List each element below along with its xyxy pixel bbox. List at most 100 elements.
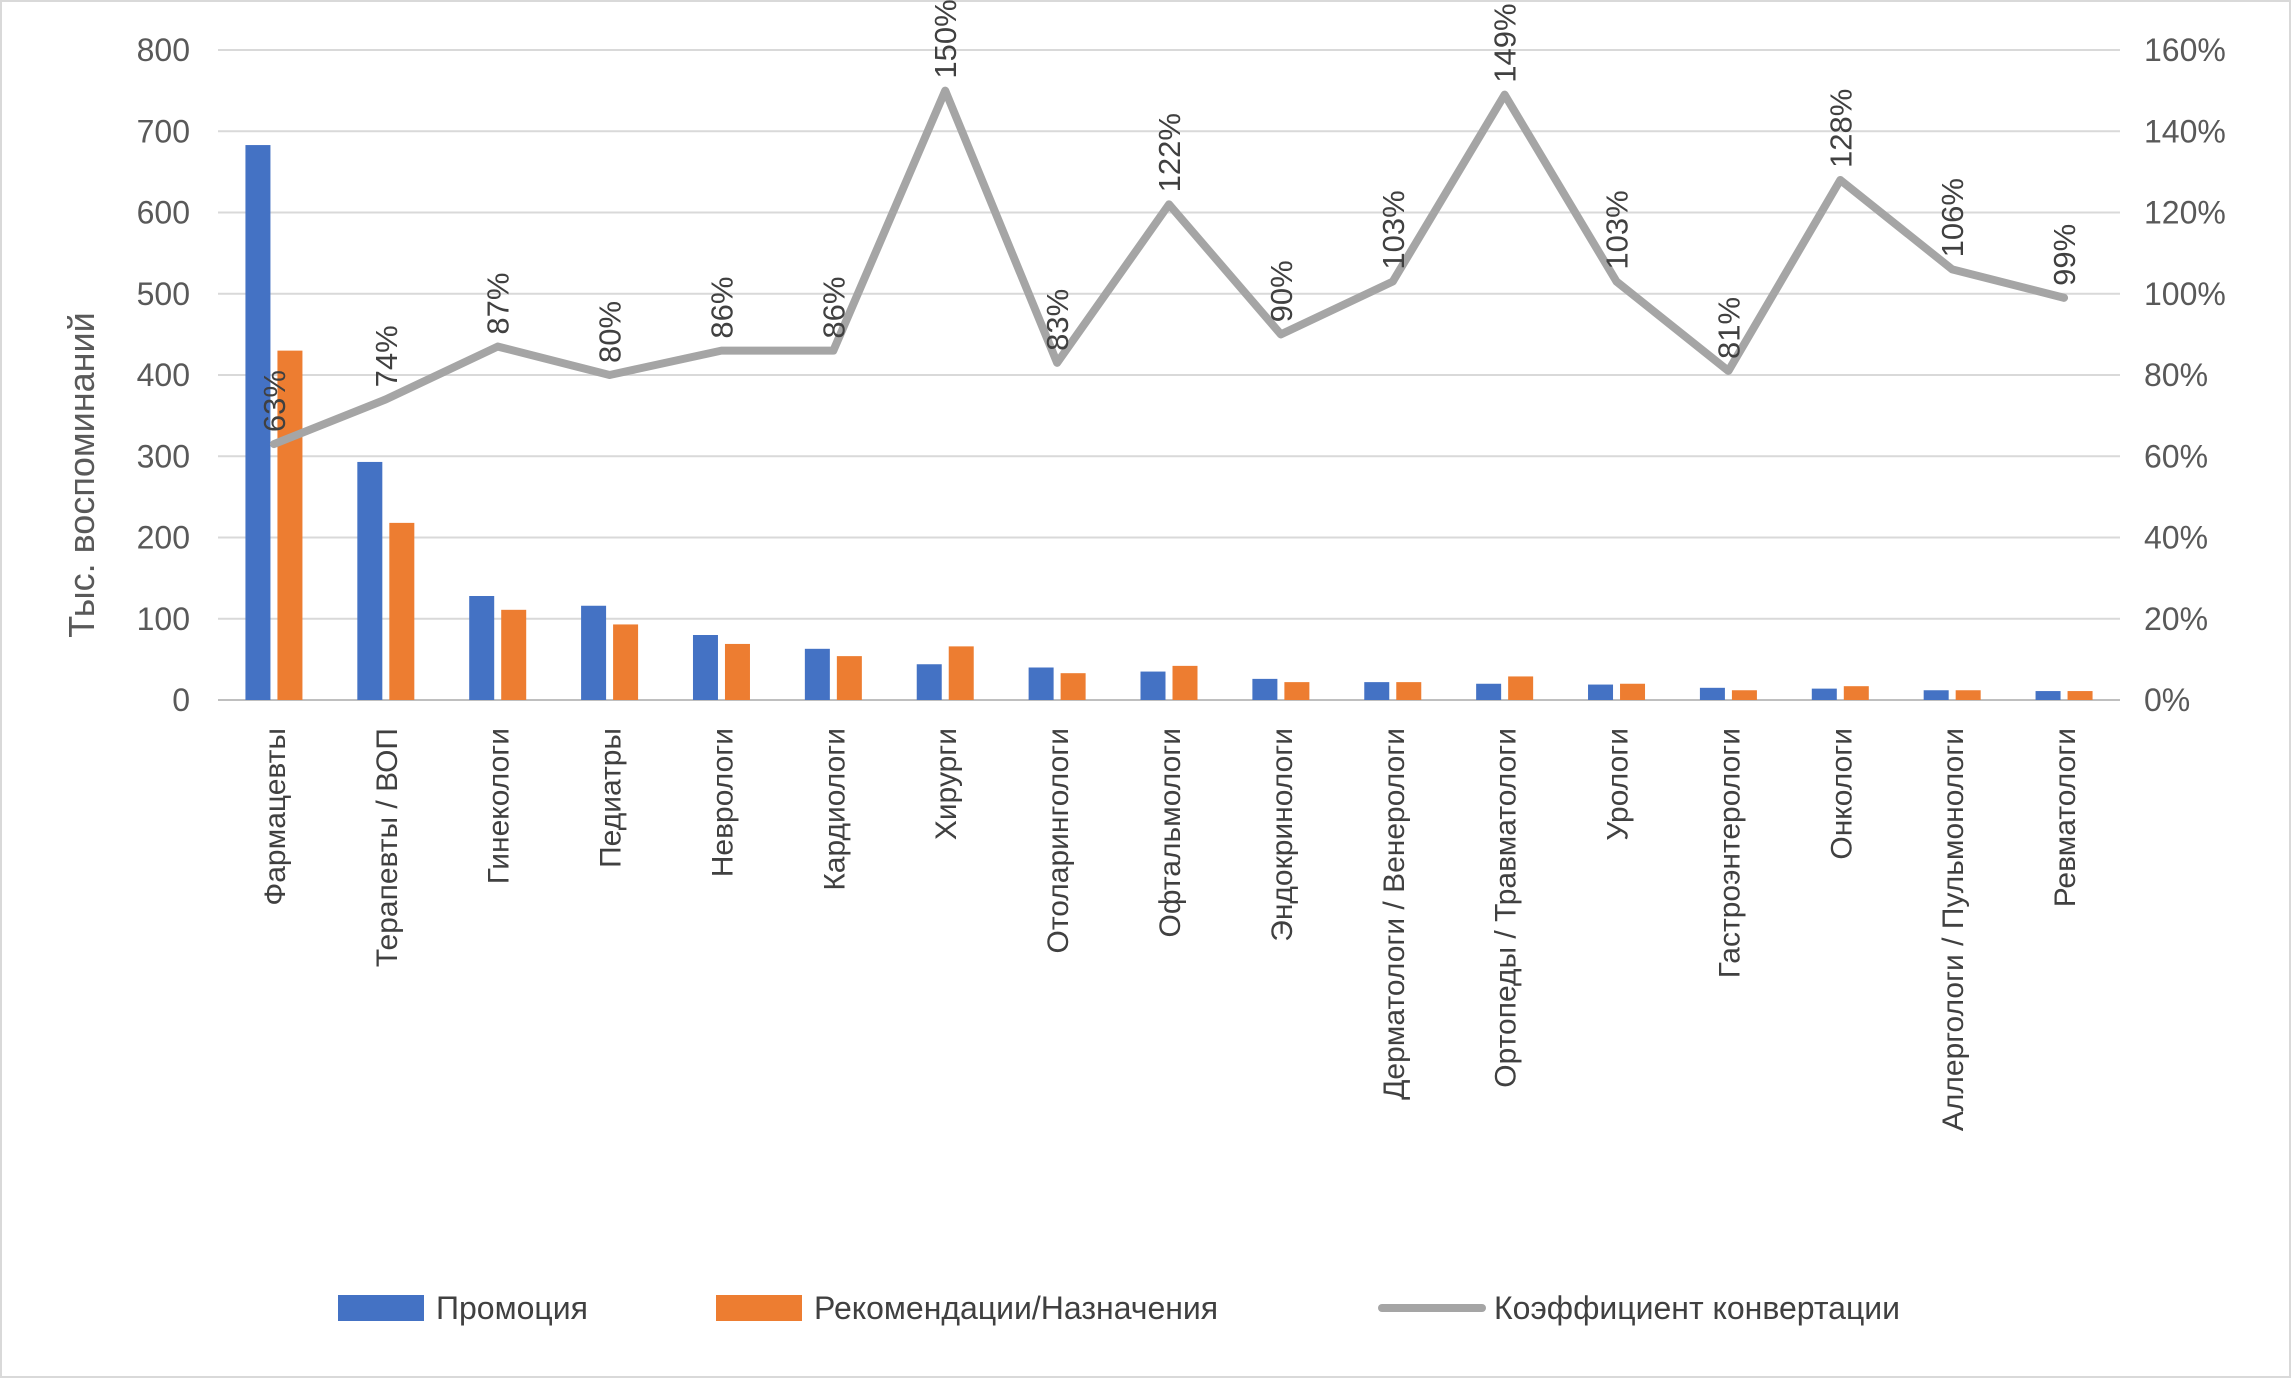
bar-recommendations xyxy=(501,609,527,700)
y-tick-label: 0 xyxy=(172,682,190,718)
conversion-data-label: 103% xyxy=(1376,190,1411,269)
bar-recommendations xyxy=(1284,682,1310,700)
bar-promotion xyxy=(804,648,830,700)
bar-recommendations xyxy=(2067,691,2093,700)
bar-promotion xyxy=(581,605,607,700)
legend-swatch xyxy=(338,1295,424,1321)
conversion-data-label: 86% xyxy=(704,277,739,339)
bar-series xyxy=(245,145,2093,700)
y-tick-label: 600 xyxy=(137,195,190,231)
bar-promotion xyxy=(245,145,271,700)
line-series xyxy=(269,86,2069,449)
bar-recommendations xyxy=(1172,665,1198,700)
conversion-data-label: 106% xyxy=(1935,178,1970,257)
bar-recommendations xyxy=(277,350,303,700)
bar-recommendations xyxy=(948,646,974,700)
conversion-data-label: 87% xyxy=(481,273,516,335)
bar-recommendations xyxy=(724,643,750,700)
y-tick-label: 300 xyxy=(137,438,190,474)
y-tick-label: 400 xyxy=(137,357,190,393)
y2-tick-label: 120% xyxy=(2144,195,2226,231)
conversion-data-label: 103% xyxy=(1600,190,1635,269)
bar-promotion xyxy=(1252,678,1278,700)
bar-recommendations xyxy=(1620,683,1646,700)
bar-promotion xyxy=(1699,687,1725,700)
y-tick-label: 200 xyxy=(137,520,190,556)
bar-recommendations xyxy=(836,656,862,700)
category-label: Педиатры xyxy=(595,728,628,868)
legend-swatch xyxy=(716,1295,802,1321)
conversion-data-label: 74% xyxy=(369,325,404,387)
category-label: Отоларингологи xyxy=(1042,728,1075,954)
y2-tick-label: 0% xyxy=(2144,682,2190,718)
conversion-data-label: 63% xyxy=(257,370,292,432)
legend-label: Рекомендации/Назначения xyxy=(814,1290,1218,1326)
category-label: Аллергологи / Пульмонологи xyxy=(1937,728,1970,1131)
y-tick-label: 800 xyxy=(137,32,190,68)
bar-promotion xyxy=(1476,683,1502,700)
category-label: Гинекологи xyxy=(483,728,516,884)
category-label: Терапевты / ВОП xyxy=(371,728,404,967)
bar-recommendations xyxy=(1508,676,1534,700)
gridlines xyxy=(218,49,2120,701)
conversion-data-label: 81% xyxy=(1711,297,1746,359)
bar-promotion xyxy=(357,461,383,700)
conversion-data-label: 99% xyxy=(2047,224,2082,286)
y2-tick-label: 160% xyxy=(2144,32,2226,68)
conversion-data-label: 150% xyxy=(928,0,963,79)
y-tick-label: 100 xyxy=(137,601,190,637)
conversion-data-label: 149% xyxy=(1488,3,1523,82)
y2-tick-label: 60% xyxy=(2144,438,2208,474)
bar-promotion xyxy=(1923,690,1949,700)
y2-tick-label: 40% xyxy=(2144,520,2208,556)
bar-promotion xyxy=(469,596,495,700)
conversion-data-label: 86% xyxy=(816,277,851,339)
conversion-data-label: 83% xyxy=(1040,289,1075,351)
category-label: Онкологи xyxy=(1825,728,1858,860)
category-label: Гастроэнтерологи xyxy=(1713,728,1746,978)
bar-promotion xyxy=(1364,682,1390,700)
conversion-line xyxy=(269,86,2069,449)
y-tick-label: 700 xyxy=(137,113,190,149)
category-label: Неврологи xyxy=(706,728,739,877)
line-data-labels: 63% 74% 87% 80% 86% 86% 150% 83% 122% 90% 103% 149%… xyxy=(257,0,2082,432)
y2-tick-label: 100% xyxy=(2144,276,2226,312)
legend-label: Промоция xyxy=(436,1290,588,1326)
category-label: Ортопеды / Травматологи xyxy=(1490,728,1523,1088)
legend: Промоция Рекомендации/Назначения Коэффицие… xyxy=(338,1290,1900,1326)
category-label: Эндокринологи xyxy=(1266,728,1299,942)
y2-tick-label: 20% xyxy=(2144,601,2208,637)
bar-promotion xyxy=(2035,691,2061,700)
bar-recommendations xyxy=(1060,673,1086,700)
x-axis-category-labels: Фармацевты Терапевты / ВОП Гинекологи Педиа… xyxy=(259,728,2082,1131)
conversion-data-label: 128% xyxy=(1823,89,1858,168)
bar-promotion xyxy=(1588,684,1614,700)
bar-recommendations xyxy=(613,624,639,700)
y-axis-right-ticks: 0% 20% 40% 60% 80% 100% 120% 140% 160% xyxy=(2144,32,2226,718)
category-label: Фармацевты xyxy=(259,728,292,906)
y2-tick-label: 140% xyxy=(2144,113,2226,149)
bar-recommendations xyxy=(1955,690,1981,700)
conversion-data-label: 80% xyxy=(593,301,628,363)
category-label: Дерматологи / Венерологи xyxy=(1378,728,1411,1100)
bar-promotion xyxy=(1811,688,1837,700)
category-label: Хирурги xyxy=(930,728,963,840)
y-axis-title: Тыс. воспоминаний xyxy=(61,312,102,637)
y2-tick-label: 80% xyxy=(2144,357,2208,393)
y-axis-left-ticks: 0 100 200 300 400 500 600 700 800 xyxy=(137,32,190,718)
category-label: Офтальмологи xyxy=(1154,728,1187,937)
conversion-data-label: 90% xyxy=(1264,260,1299,322)
bar-recommendations xyxy=(1843,686,1869,700)
bar-promotion xyxy=(916,664,942,700)
bar-recommendations xyxy=(1731,690,1757,700)
category-label: Кардиологи xyxy=(818,728,851,891)
category-label: Урологи xyxy=(1602,728,1635,841)
bar-recommendations xyxy=(1396,682,1422,700)
bar-promotion xyxy=(1028,667,1054,700)
conversion-data-label: 122% xyxy=(1152,113,1187,192)
category-label: Ревматологи xyxy=(2049,728,2082,907)
bar-promotion xyxy=(1140,671,1166,700)
legend-label: Коэффициент конвертации xyxy=(1494,1290,1900,1326)
y-tick-label: 500 xyxy=(137,276,190,312)
